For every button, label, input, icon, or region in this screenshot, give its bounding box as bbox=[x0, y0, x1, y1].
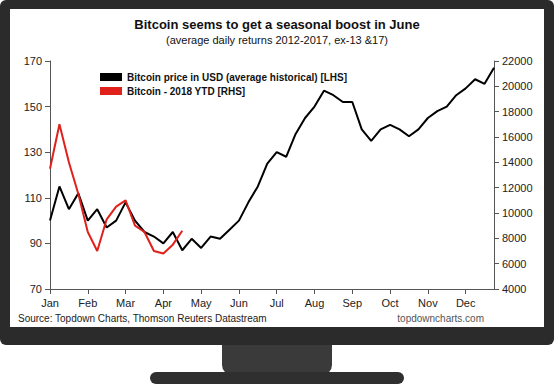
svg-text:Apr: Apr bbox=[155, 297, 172, 309]
svg-text:topdowncharts.com: topdowncharts.com bbox=[397, 313, 484, 324]
svg-text:Sep: Sep bbox=[343, 297, 363, 309]
svg-text:Jan: Jan bbox=[41, 297, 59, 309]
svg-text:22000: 22000 bbox=[502, 55, 533, 67]
svg-text:(average daily returns 2012-20: (average daily returns 2012-2017, ex-13 … bbox=[166, 34, 388, 46]
svg-text:18000: 18000 bbox=[502, 106, 533, 118]
svg-text:Oct: Oct bbox=[382, 297, 399, 309]
svg-text:110: 110 bbox=[24, 192, 42, 204]
svg-text:150: 150 bbox=[24, 101, 42, 113]
svg-text:6000: 6000 bbox=[502, 258, 526, 270]
svg-text:Source: Topdown Charts, Thomso: Source: Topdown Charts, Thomson Reuters … bbox=[18, 313, 267, 324]
svg-text:Bitcoin seems to get a seasona: Bitcoin seems to get a seasonal boost in… bbox=[134, 17, 419, 32]
svg-text:10000: 10000 bbox=[502, 207, 533, 219]
svg-text:8000: 8000 bbox=[502, 232, 526, 244]
svg-text:14000: 14000 bbox=[502, 156, 533, 168]
svg-text:Jul: Jul bbox=[270, 297, 284, 309]
svg-text:70: 70 bbox=[30, 283, 42, 295]
svg-text:Mar: Mar bbox=[116, 297, 135, 309]
svg-text:May: May bbox=[191, 297, 212, 309]
svg-text:Nov: Nov bbox=[418, 297, 438, 309]
svg-text:Dec: Dec bbox=[456, 297, 476, 309]
svg-text:4000: 4000 bbox=[502, 283, 526, 295]
svg-text:130: 130 bbox=[24, 146, 42, 158]
svg-text:16000: 16000 bbox=[502, 131, 533, 143]
svg-text:12000: 12000 bbox=[502, 182, 533, 194]
svg-text:170: 170 bbox=[24, 55, 42, 67]
svg-text:Feb: Feb bbox=[78, 297, 97, 309]
svg-text:Bitcoin - 2018 YTD [RHS]: Bitcoin - 2018 YTD [RHS] bbox=[127, 86, 245, 97]
svg-text:Aug: Aug bbox=[305, 297, 325, 309]
svg-text:20000: 20000 bbox=[502, 80, 533, 92]
svg-text:90: 90 bbox=[30, 237, 42, 249]
svg-text:Bitcoin price in USD (average: Bitcoin price in USD (average historical… bbox=[127, 72, 347, 83]
svg-text:Jun: Jun bbox=[230, 297, 248, 309]
